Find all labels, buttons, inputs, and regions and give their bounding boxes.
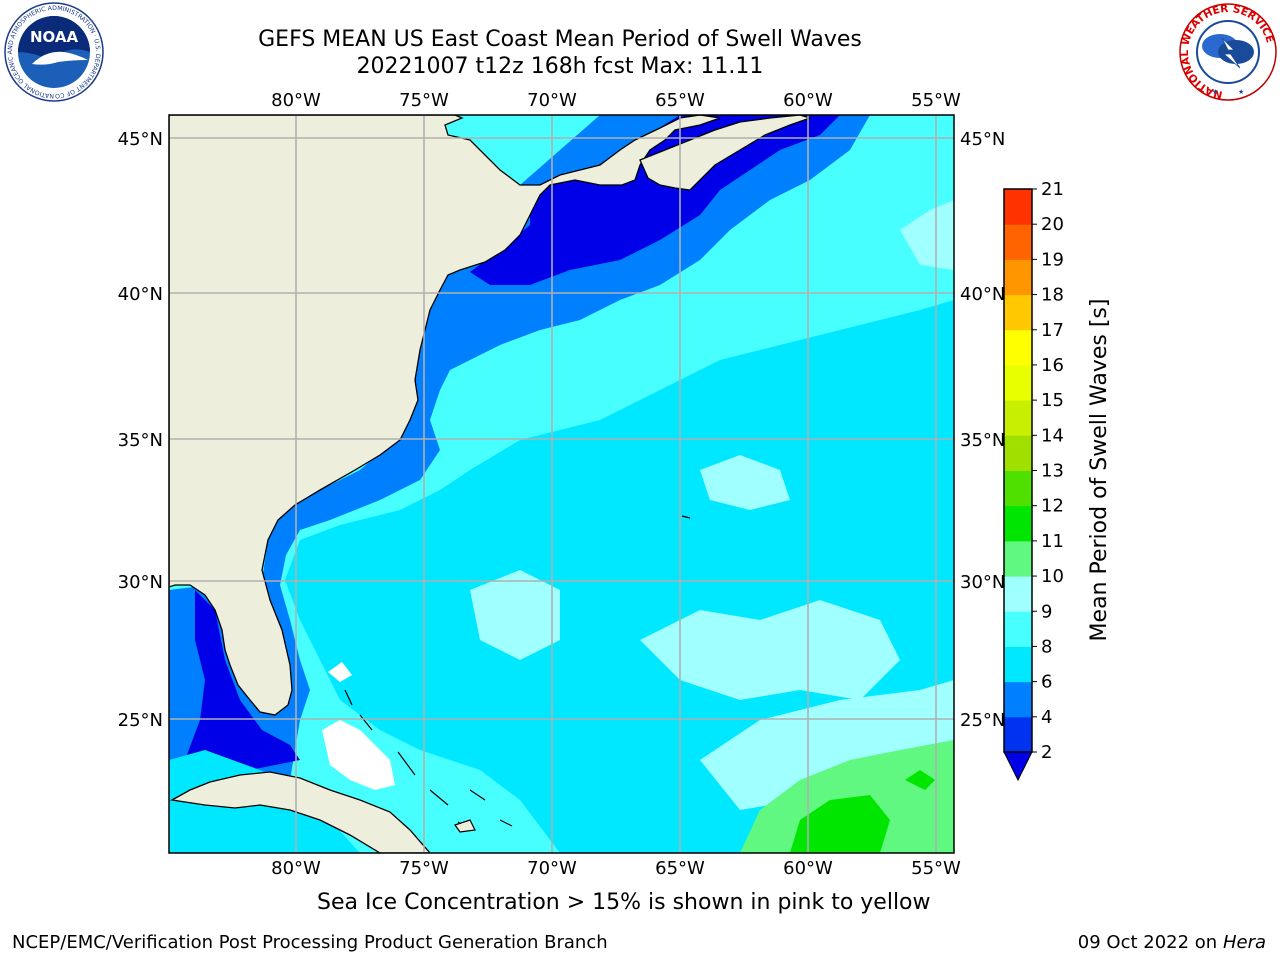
colorbar-tick-label: 19 [1041, 249, 1064, 270]
colorbar-swatch [1004, 505, 1032, 542]
lon-label-bottom: 65°W [655, 858, 705, 879]
colorbar-swatch [1004, 681, 1032, 718]
colorbar-tick-label: 2 [1041, 742, 1052, 763]
footer-date: 09 Oct 2022 on Hera [1078, 932, 1266, 953]
lon-label-bottom: 60°W [783, 858, 833, 879]
lat-label-left: 25°N [118, 710, 163, 731]
lat-label-left: 35°N [118, 430, 163, 451]
colorbar-under-triangle [1003, 751, 1033, 782]
colorbar-label: Mean Period of Swell Waves [s] [1087, 299, 1112, 642]
colorbar-tick-label: 16 [1041, 355, 1064, 376]
noaa-logo: NATIONAL OCEANIC AND ATMOSPHERIC ADMINIS… [2, 2, 104, 102]
land-hispaniola [454, 819, 476, 833]
swell-contour-8-9-a [470, 570, 560, 660]
nws-logo: NATIONAL WEATHER SERVICE ★ ★ [1179, 3, 1277, 101]
colorbar-ticks: 2 4 6 8 9 10 11 12 13 14 15 16 17 18 19 20 21 [1032, 179, 1064, 763]
no-data-bahamas-b [328, 662, 352, 682]
swell-contour-8-9-c [700, 680, 954, 810]
colorbar-tick-label: 11 [1041, 531, 1064, 552]
lat-label-right: 40°N [960, 284, 1005, 305]
lon-label-top: 75°W [399, 90, 449, 111]
land-cuba [170, 771, 431, 853]
swell-contour-10-11 [790, 795, 890, 853]
land-nova-scotia [639, 115, 813, 191]
swell-contour-8-9-e [700, 455, 790, 510]
map-area [169, 115, 954, 853]
swell-contour-10-11-b [905, 770, 935, 790]
colorbar-tick-label: 9 [1041, 601, 1052, 622]
svg-text:★: ★ [1238, 88, 1244, 96]
lat-label-left: 40°N [118, 284, 163, 305]
colorbar-tick-label: 6 [1041, 672, 1052, 693]
colorbar-swatch [1004, 470, 1032, 507]
lon-label-top: 55°W [911, 90, 961, 111]
noaa-text: NOAA [30, 28, 79, 46]
colorbar-tick-label: 4 [1041, 707, 1052, 728]
colorbar-tick-label: 14 [1041, 425, 1064, 446]
lat-label-right: 45°N [960, 129, 1005, 150]
swell-contour-8-9-d [900, 200, 954, 270]
swell-contour-9-10 [740, 740, 954, 853]
lat-label-right: 35°N [960, 430, 1005, 451]
lon-label-bottom: 80°W [271, 858, 321, 879]
colorbar-swatch [1004, 611, 1032, 647]
footer-credit: NCEP/EMC/Verification Post Processing Pr… [12, 932, 608, 953]
colorbar-swatch [1004, 329, 1032, 366]
lat-label-left: 45°N [118, 129, 163, 150]
colorbar: 2 4 6 8 9 10 11 12 13 14 15 16 17 18 19 20 21 Mean Perio… [1003, 179, 1112, 782]
swell-contour-under-2 [470, 115, 840, 285]
colorbar-swatch [1004, 576, 1032, 612]
colorbar-swatch [1004, 400, 1032, 436]
colorbar-tick-label: 15 [1041, 390, 1064, 411]
colorbar-swatch [1004, 224, 1032, 260]
chart-subtitle: 20221007 t12z 168h fcst Max: 11.11 [356, 54, 764, 79]
colorbar-swatch [1004, 259, 1032, 296]
lat-label-right: 25°N [960, 710, 1005, 731]
svg-text:★: ★ [1212, 88, 1218, 96]
lon-label-bottom: 55°W [911, 858, 961, 879]
colorbar-swatch [1004, 716, 1032, 753]
no-data-bahamas [322, 720, 395, 790]
colorbar-tick-label: 17 [1041, 320, 1064, 341]
lon-label-top: 70°W [527, 90, 577, 111]
colorbar-swatch [1004, 364, 1032, 401]
colorbar-tick-label: 13 [1041, 461, 1064, 482]
map-frame [168, 114, 955, 854]
ice-caption: Sea Ice Concentration > 15% is shown in … [317, 890, 931, 915]
colorbar-tick-label: 12 [1041, 496, 1064, 517]
swell-contour-under-2-gulf [185, 590, 300, 790]
colorbar-swatch [1004, 540, 1032, 577]
colorbar-swatches [1004, 189, 1032, 753]
land-us-east-coast [169, 115, 721, 716]
lon-label-top: 65°W [655, 90, 705, 111]
lon-label-bottom: 75°W [399, 858, 449, 879]
lon-label-bottom: 70°W [527, 858, 577, 879]
colorbar-swatch [1004, 294, 1032, 331]
lon-label-top: 60°W [783, 90, 833, 111]
lat-label-right: 30°N [960, 572, 1005, 593]
chart-title: GEFS MEAN US East Coast Mean Period of S… [258, 27, 862, 52]
colorbar-swatch [1004, 435, 1032, 471]
lat-label-left: 30°N [118, 572, 163, 593]
colorbar-swatch [1004, 189, 1032, 225]
swell-contour-8-9-b [640, 600, 900, 700]
colorbar-tick-label: 10 [1041, 566, 1064, 587]
lon-label-top: 80°W [271, 90, 321, 111]
footer-date-text: 09 Oct 2022 on [1077, 932, 1223, 953]
gridlines [169, 115, 954, 853]
colorbar-tick-label: 18 [1041, 285, 1064, 306]
colorbar-swatch [1004, 646, 1032, 683]
colorbar-tick-label: 8 [1041, 636, 1052, 657]
colorbar-tick-label: 20 [1041, 214, 1064, 235]
colorbar-tick-label: 21 [1041, 179, 1064, 200]
footer-machine: Hera [1222, 932, 1266, 953]
